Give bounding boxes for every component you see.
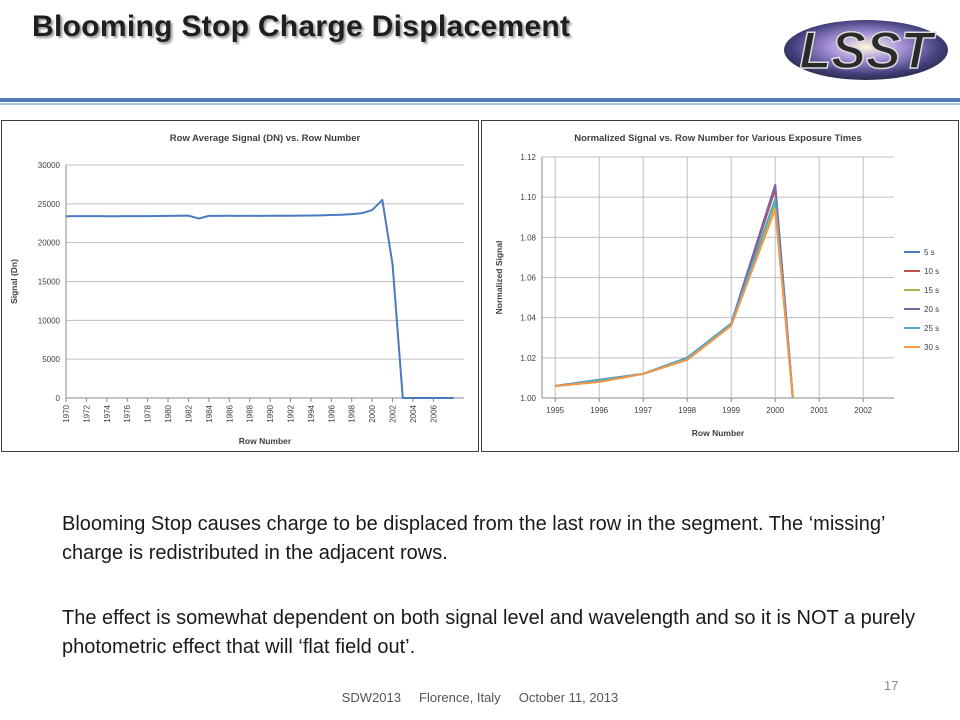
chart-title: Normalized Signal vs. Row Number for Var… bbox=[574, 133, 862, 144]
y-tick-label: 25000 bbox=[38, 200, 61, 209]
x-tick-label: 1970 bbox=[62, 404, 71, 422]
x-tick-label: 2000 bbox=[766, 406, 784, 415]
logo-lettering: LSST bbox=[800, 22, 937, 80]
normalized-signal-chart: Normalized Signal vs. Row Number for Var… bbox=[481, 120, 959, 452]
y-tick-label: 1.12 bbox=[520, 153, 536, 162]
x-tick-label: 1999 bbox=[722, 406, 740, 415]
series-line-5s bbox=[555, 184, 794, 399]
x-tick-label: 1988 bbox=[246, 404, 255, 422]
y-tick-label: 1.08 bbox=[520, 233, 536, 242]
series-line-10s bbox=[555, 188, 794, 399]
x-tick-label: 2002 bbox=[854, 406, 872, 415]
row-average-signal-svg: Row Average Signal (DN) vs. Row Number 0 5… bbox=[9, 133, 464, 446]
x-tick-label: 1992 bbox=[287, 404, 296, 422]
x-tick-label: 1998 bbox=[678, 406, 696, 415]
y-axis-label: Signal (Dn) bbox=[9, 259, 19, 304]
x-tick-label: 1972 bbox=[82, 404, 91, 422]
x-axis-label: Row Number bbox=[239, 436, 292, 446]
x-tick-label: 2006 bbox=[429, 404, 438, 422]
y-tick-label: 1.10 bbox=[520, 193, 536, 202]
legend-label: 15 s bbox=[924, 286, 939, 295]
legend-label: 25 s bbox=[924, 324, 939, 333]
x-tick-label: 1996 bbox=[327, 404, 336, 422]
slide-title: Blooming Stop Charge Displacement bbox=[32, 10, 571, 43]
x-tick-label: 1984 bbox=[205, 404, 214, 422]
y-tick-label: 1.02 bbox=[520, 354, 536, 363]
x-tick-label: 2004 bbox=[409, 404, 418, 422]
y-tick-label: 0 bbox=[56, 394, 61, 403]
legend-label: 5 s bbox=[924, 248, 935, 257]
slide-footer: SDW2013 Florence, Italy October 11, 2013 bbox=[341, 690, 619, 705]
body-paragraph-1: Blooming Stop causes charge to be displa… bbox=[62, 513, 885, 564]
lsst-logo: LSST bbox=[784, 20, 948, 81]
y-tick-label: 15000 bbox=[38, 278, 61, 287]
x-tick-label: 1980 bbox=[164, 404, 173, 422]
x-tick-label: 1995 bbox=[546, 406, 564, 415]
page-number: 17 bbox=[884, 678, 899, 693]
header-rule-light bbox=[0, 103, 960, 105]
y-tick-label: 1.06 bbox=[520, 274, 536, 283]
x-tick-label: 1998 bbox=[348, 404, 357, 422]
x-tick-label: 1978 bbox=[144, 404, 153, 422]
body-paragraph-2: The effect is somewhat dependent on both… bbox=[62, 607, 916, 658]
x-tick-label: 1996 bbox=[590, 406, 608, 415]
normalized-signal-svg: Normalized Signal vs. Row Number for Var… bbox=[494, 133, 939, 438]
series-line-25s bbox=[555, 198, 794, 399]
y-tick-label: 5000 bbox=[42, 355, 60, 364]
y-tick-label: 10000 bbox=[38, 316, 61, 325]
x-tick-label: 2002 bbox=[389, 404, 398, 422]
series-line-30s bbox=[555, 208, 794, 399]
x-tick-label: 1976 bbox=[123, 404, 132, 422]
legend-label: 20 s bbox=[924, 305, 939, 314]
row-average-signal-chart: Row Average Signal (DN) vs. Row Number 0 5… bbox=[1, 120, 479, 452]
x-axis-label: Row Number bbox=[692, 428, 745, 438]
chart-title: Row Average Signal (DN) vs. Row Number bbox=[170, 133, 361, 144]
x-tick-label: 1994 bbox=[307, 404, 316, 422]
x-tick-label: 1974 bbox=[103, 404, 112, 422]
y-tick-label: 1.04 bbox=[520, 314, 536, 323]
y-tick-label: 30000 bbox=[38, 161, 61, 170]
legend-label: 10 s bbox=[924, 267, 939, 276]
y-axis-label: Normalized Signal bbox=[494, 241, 504, 315]
x-tick-label: 2000 bbox=[368, 404, 377, 422]
x-tick-label: 2001 bbox=[810, 406, 828, 415]
legend-label: 30 s bbox=[924, 343, 939, 352]
x-tick-label: 1986 bbox=[225, 404, 234, 422]
header-rule bbox=[0, 98, 960, 102]
series-line-15s bbox=[555, 202, 794, 399]
x-tick-label: 1990 bbox=[266, 404, 275, 422]
y-tick-label: 1.00 bbox=[520, 394, 536, 403]
y-tick-label: 20000 bbox=[38, 239, 61, 248]
x-tick-label: 1997 bbox=[634, 406, 652, 415]
x-tick-label: 1982 bbox=[184, 404, 193, 422]
series-line-0 bbox=[65, 198, 454, 399]
series-line-20s bbox=[555, 184, 794, 399]
